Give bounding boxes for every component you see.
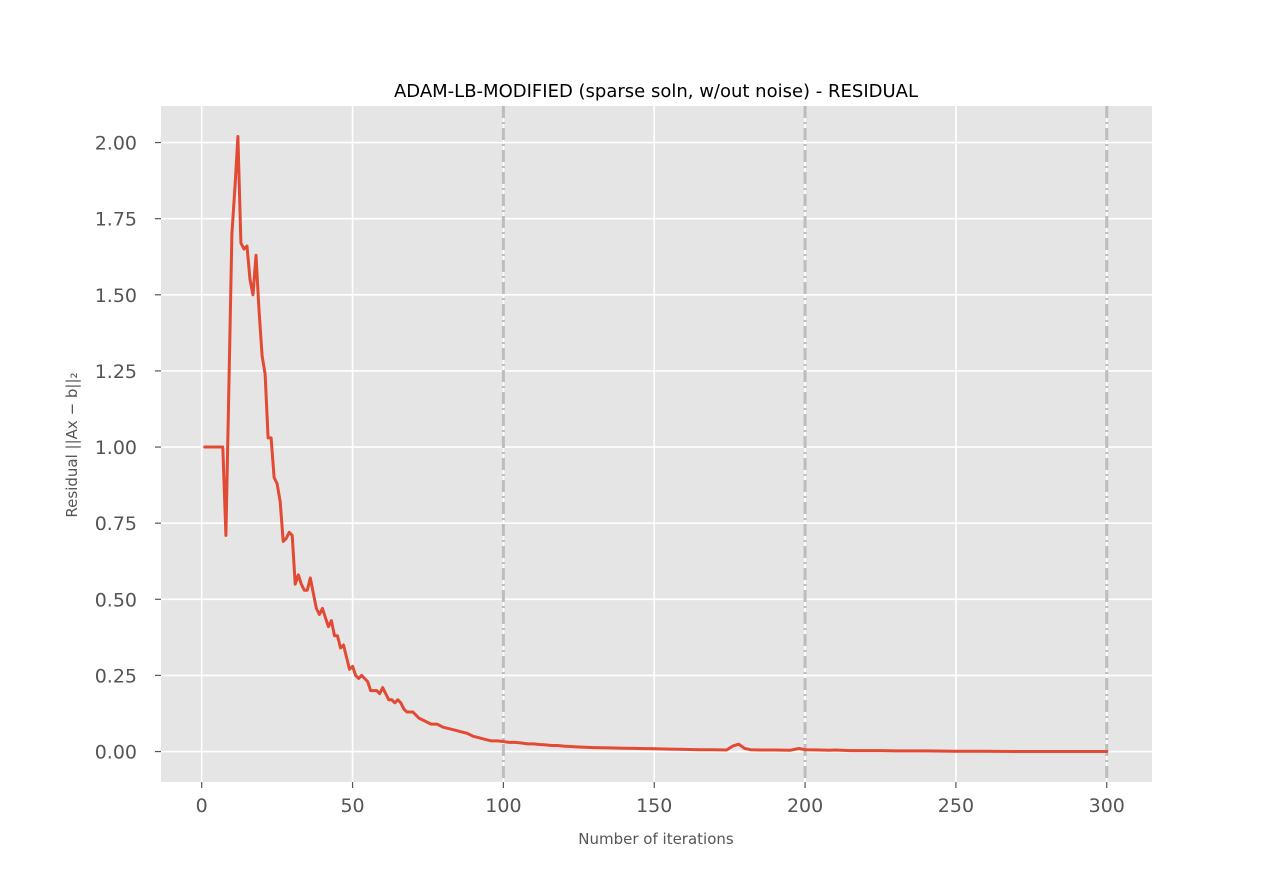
y-tick-label: 2.00 xyxy=(95,133,137,155)
x-tick-label: 50 xyxy=(340,795,364,817)
chart-title: ADAM-LB-MODIFIED (sparse soln, w/out noi… xyxy=(394,81,918,102)
y-tick-label: 0.25 xyxy=(95,665,137,687)
x-tick-label: 300 xyxy=(1089,795,1125,817)
y-tick-label: 0.50 xyxy=(95,589,137,611)
x-tick-label: 200 xyxy=(787,795,823,817)
x-tick-label: 100 xyxy=(485,795,521,817)
plot-area xyxy=(161,106,1152,782)
y-axis-label: Residual ||Ax − b||₂ xyxy=(63,372,81,517)
x-tick-label: 250 xyxy=(938,795,974,817)
y-tick-label: 1.75 xyxy=(95,209,137,231)
y-tick-label: 0.00 xyxy=(95,742,137,764)
y-tick-label: 1.00 xyxy=(95,437,137,459)
y-tick-label: 1.25 xyxy=(95,361,137,383)
vertical-markers xyxy=(501,106,1109,782)
y-tick-label: 1.50 xyxy=(95,285,137,307)
y-axis-ticks: 0.00 0.25 0.50 0.75 1.00 1.25 1.50 1.75 2.00 xyxy=(95,133,161,764)
y-tick-label: 0.75 xyxy=(95,513,137,535)
residual-series-line xyxy=(203,135,1109,753)
x-tick-label: 150 xyxy=(636,795,672,817)
series-layer xyxy=(203,135,1109,753)
x-axis-ticks: 0 50 100 150 200 250 300 xyxy=(196,782,1125,817)
x-axis-label: Number of iterations xyxy=(578,830,734,848)
x-tick-label: 0 xyxy=(196,795,208,817)
